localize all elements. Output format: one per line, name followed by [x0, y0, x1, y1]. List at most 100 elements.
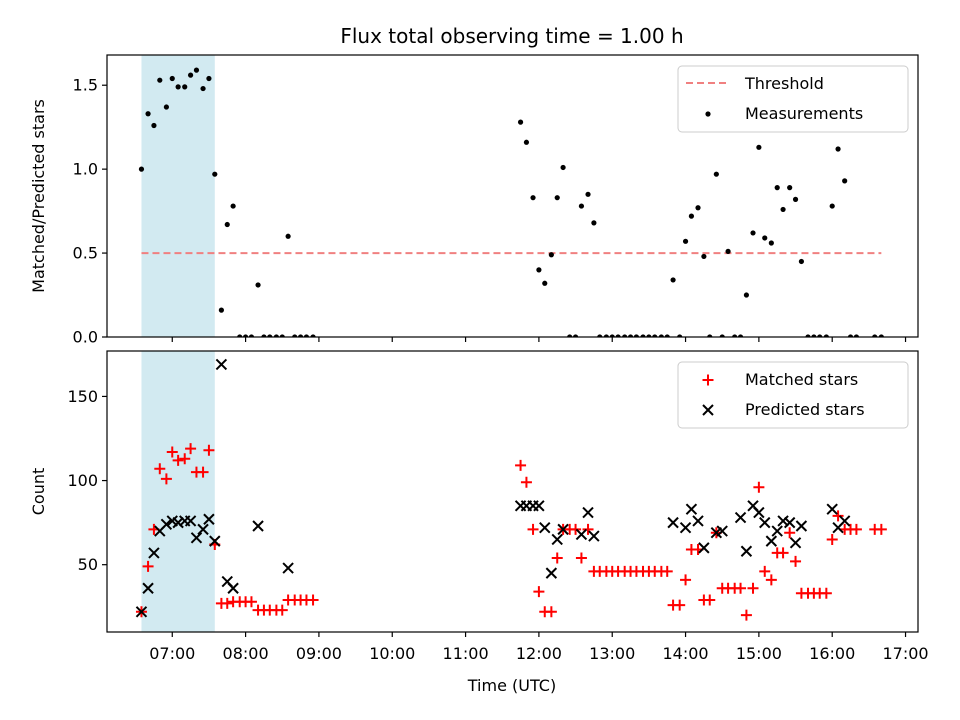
data-point	[303, 334, 310, 337]
data-point	[560, 164, 566, 171]
matched-point	[735, 582, 747, 594]
matched-point	[570, 523, 582, 535]
data-point	[847, 334, 854, 337]
data-point	[175, 84, 181, 90]
matched-point	[820, 587, 832, 599]
y-axis-label: Count	[29, 468, 48, 516]
y-tick-label: 50	[78, 555, 98, 574]
data-point	[627, 334, 634, 337]
predicted-point	[759, 516, 771, 529]
predicted-point	[667, 516, 679, 529]
matched-point	[245, 596, 257, 608]
legend-swatch	[702, 374, 714, 386]
predicted-point	[227, 582, 239, 594]
predicted-point	[551, 533, 563, 546]
predicted-point	[588, 530, 600, 542]
data-point	[743, 292, 750, 298]
data-point	[523, 139, 530, 145]
predicted-point	[679, 521, 692, 534]
data-point	[811, 334, 817, 337]
x-axis-label: Time (UTC)	[467, 676, 556, 695]
predicted-point	[789, 537, 802, 549]
data-point	[230, 203, 236, 209]
predicted-point	[142, 582, 154, 594]
y-tick-label: 0.0	[73, 328, 98, 347]
data-point	[829, 203, 835, 209]
data-point	[798, 258, 805, 265]
data-point	[622, 334, 628, 337]
predicted-point	[215, 358, 228, 371]
data-point	[182, 84, 188, 90]
axes-frame	[106, 350, 919, 633]
data-point	[780, 206, 786, 213]
predicted-point	[716, 525, 728, 537]
data-point	[163, 104, 169, 110]
data-point	[530, 195, 536, 201]
data-point	[151, 122, 157, 129]
data-point	[725, 248, 731, 254]
predicted-point	[557, 523, 569, 536]
data-point	[572, 334, 579, 337]
matched-point	[674, 599, 686, 611]
legend-label: Threshold	[744, 74, 824, 93]
predicted-point	[795, 520, 808, 532]
matched-point	[160, 473, 172, 485]
data-point	[737, 334, 744, 337]
data-point	[310, 334, 316, 337]
matched-point	[759, 565, 771, 577]
data-point	[261, 334, 267, 337]
legend-swatch	[705, 111, 711, 117]
data-point	[633, 334, 640, 337]
matched-point	[680, 574, 692, 586]
data-point	[762, 235, 768, 241]
data-point	[292, 334, 298, 337]
predicted-point	[197, 523, 209, 536]
data-point	[169, 75, 175, 82]
predicted-point	[252, 520, 264, 532]
x-tick-label: 10:00	[369, 644, 415, 663]
data-point	[615, 334, 621, 337]
data-point	[536, 267, 542, 273]
legend-label: Predicted stars	[745, 400, 865, 419]
matched-point	[826, 533, 838, 545]
matched-point	[154, 463, 166, 475]
x-tick-label: 11:00	[443, 644, 489, 663]
legend-box	[677, 65, 909, 133]
matched-point	[179, 453, 191, 465]
x-tick-label: 15:00	[736, 644, 782, 663]
matched-point	[276, 604, 288, 616]
top-panel: 0.0 0.5 1.0 1.5 Matched/Predicted stars Thres…	[29, 54, 919, 347]
matched-point	[740, 609, 752, 621]
data-point	[242, 334, 249, 337]
matched-point	[172, 454, 184, 466]
legend-label: Matched stars	[745, 370, 858, 389]
data-point	[835, 146, 841, 152]
predicted-point	[545, 567, 558, 579]
predicted-point	[184, 515, 197, 527]
data-point	[548, 252, 554, 258]
data-point	[664, 334, 670, 337]
predicted-point	[698, 542, 710, 554]
data-point	[670, 277, 676, 283]
x-tick-label: 08:00	[223, 644, 269, 663]
predicted-point	[282, 562, 294, 574]
data-point	[677, 334, 683, 337]
plot-area	[135, 358, 887, 621]
data-point	[193, 67, 200, 73]
observing-span	[141, 55, 215, 337]
data-point	[585, 191, 591, 197]
predicted-point	[582, 506, 594, 519]
predicted-point	[765, 535, 778, 547]
data-point	[732, 334, 738, 337]
legend-box	[677, 361, 909, 429]
predicted-point	[777, 515, 789, 527]
matched-point	[704, 594, 716, 606]
data-point	[279, 334, 285, 337]
data-point	[200, 85, 206, 92]
data-point	[554, 195, 560, 201]
data-point	[646, 334, 652, 337]
predicted-point	[539, 521, 551, 534]
observing-span	[141, 351, 215, 632]
matched-point	[527, 523, 539, 535]
x-tick-label: 16:00	[809, 644, 855, 663]
